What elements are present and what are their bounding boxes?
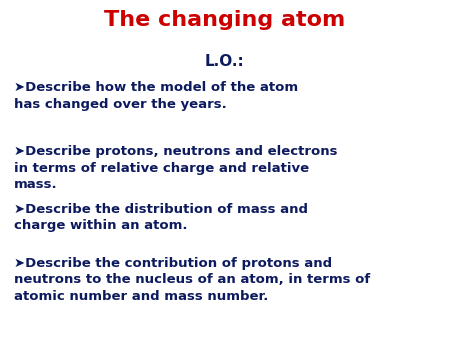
Text: ➤Describe how the model of the atom
has changed over the years.: ➤Describe how the model of the atom has … [14,81,297,111]
Text: ➤Describe the contribution of protons and
neutrons to the nucleus of an atom, in: ➤Describe the contribution of protons an… [14,257,370,303]
Text: ➤Describe protons, neutrons and electrons
in terms of relative charge and relati: ➤Describe protons, neutrons and electron… [14,145,337,191]
Text: L.O.:: L.O.: [205,54,245,69]
Text: The changing atom: The changing atom [104,10,346,30]
Text: ➤Describe the distribution of mass and
charge within an atom.: ➤Describe the distribution of mass and c… [14,203,307,232]
